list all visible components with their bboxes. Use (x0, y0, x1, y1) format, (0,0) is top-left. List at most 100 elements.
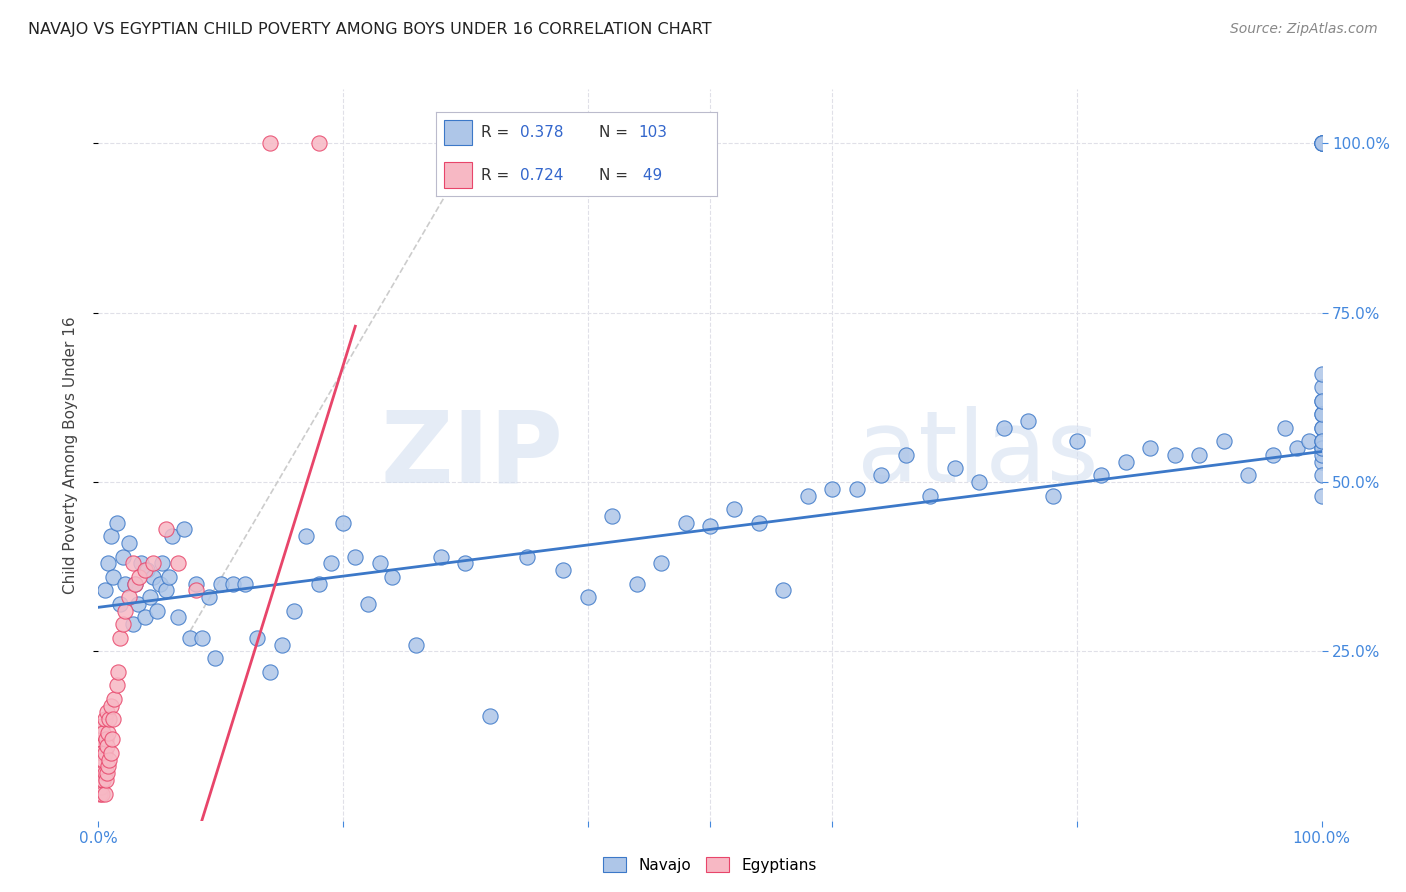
Point (150, 556, 173, 570)
Point (90, 725, 112, 739)
Point (920, 489, 942, 503)
Point (1310, 448, 1333, 462)
Point (1310, 136, 1333, 151)
Text: atlas: atlas (856, 407, 1098, 503)
Point (454, 556, 477, 570)
Bar (444, 162, 472, 188)
Point (1310, 421, 1333, 435)
Point (93, 583, 115, 598)
Point (124, 576, 146, 591)
Point (146, 604, 169, 618)
Point (821, 482, 844, 496)
Point (308, 576, 330, 591)
Point (100, 698, 122, 713)
Point (1298, 434, 1320, 449)
Point (128, 570, 150, 584)
Point (1115, 455, 1137, 469)
Point (650, 556, 672, 570)
Point (1310, 468, 1333, 483)
Point (319, 556, 342, 570)
Point (93, 787, 115, 801)
Text: N =: N = (599, 125, 633, 140)
Point (1188, 448, 1211, 462)
Point (1310, 441, 1333, 455)
Point (1310, 455, 1333, 469)
Text: R =: R = (481, 125, 515, 140)
Point (259, 136, 281, 151)
Point (160, 529, 183, 543)
Point (1017, 414, 1039, 428)
Text: 0.724: 0.724 (520, 168, 564, 183)
Point (90, 780, 112, 794)
Point (993, 421, 1015, 435)
Point (89, 759, 111, 773)
Point (1310, 489, 1333, 503)
Point (1310, 380, 1333, 394)
Point (87, 772, 110, 787)
Point (100, 746, 122, 760)
Point (94, 732, 117, 747)
Point (91, 725, 114, 739)
Point (233, 576, 256, 591)
Point (1310, 421, 1333, 435)
Point (626, 576, 648, 591)
Point (1310, 407, 1333, 421)
Point (1090, 468, 1112, 483)
Point (1237, 468, 1260, 483)
Point (356, 597, 378, 611)
Point (93, 746, 115, 760)
Point (197, 590, 219, 604)
Bar (444, 120, 472, 145)
Point (97, 556, 120, 570)
Point (118, 590, 141, 604)
Point (98, 753, 121, 767)
Point (89, 787, 111, 801)
Point (515, 549, 537, 564)
Point (173, 523, 195, 537)
Point (110, 631, 132, 645)
Point (96, 706, 118, 720)
Point (222, 576, 245, 591)
Point (576, 590, 599, 604)
Point (121, 556, 143, 570)
Point (107, 665, 129, 679)
Point (90, 753, 112, 767)
Point (1310, 367, 1333, 381)
Point (91, 772, 114, 787)
Text: R =: R = (481, 168, 515, 183)
Point (943, 461, 966, 475)
Point (129, 556, 152, 570)
Point (142, 556, 165, 570)
Point (699, 519, 721, 533)
Point (124, 576, 146, 591)
Point (127, 597, 149, 611)
Point (136, 563, 159, 577)
Point (1274, 421, 1296, 435)
Point (101, 712, 124, 726)
Point (100, 529, 122, 543)
Point (1261, 448, 1284, 462)
Point (748, 516, 770, 530)
Point (1310, 393, 1333, 408)
Point (209, 576, 232, 591)
Point (111, 617, 134, 632)
Point (1310, 136, 1333, 151)
Point (114, 604, 136, 618)
Point (155, 523, 177, 537)
Text: 0.378: 0.378 (520, 125, 564, 140)
Point (111, 549, 134, 564)
Point (1066, 434, 1088, 449)
Point (845, 482, 868, 496)
Point (114, 576, 136, 591)
Point (134, 610, 156, 624)
Point (797, 489, 820, 503)
Point (91, 746, 114, 760)
Point (1310, 136, 1333, 151)
Point (295, 529, 318, 543)
Point (270, 638, 294, 652)
Point (89, 732, 111, 747)
Point (967, 475, 990, 489)
Point (91, 766, 114, 780)
Point (98, 712, 121, 726)
Point (1310, 434, 1333, 449)
